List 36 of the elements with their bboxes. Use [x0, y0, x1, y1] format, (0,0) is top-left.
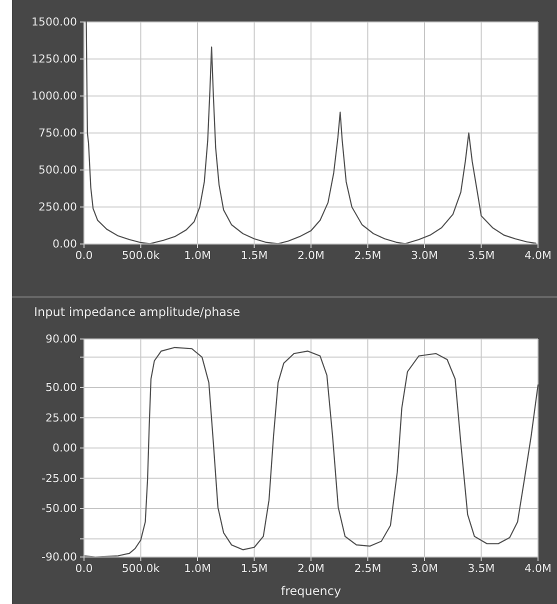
- y-tick-label: 25.00: [46, 411, 77, 424]
- y-tick-label: 500.00: [38, 164, 77, 177]
- y-tick-label: -90.00: [42, 550, 77, 564]
- y-tick-label: 1250.00: [32, 52, 77, 66]
- y-tick-label: 250.00: [38, 200, 77, 214]
- y-tick-label: 90.00: [46, 332, 77, 346]
- x-tick-label: 3.5M: [468, 248, 495, 262]
- y-tick-label: -50.00: [42, 502, 77, 516]
- x-tick-label: 0.0: [75, 562, 93, 575]
- y-tick-label: 0.00: [52, 238, 77, 251]
- y-tick-label: 750.00: [38, 126, 77, 140]
- x-tick-label: 2.0M: [298, 248, 324, 262]
- y-tick-label: 1000.00: [32, 90, 77, 103]
- x-tick-label: 1.0M: [184, 562, 211, 575]
- x-tick-label: 500.0k: [122, 562, 160, 575]
- y-tick-label: 50.00: [46, 380, 77, 394]
- line-series: [83, 346, 539, 558]
- x-axis-title: frequency: [280, 584, 342, 598]
- y-tick-label: -25.00: [42, 472, 77, 485]
- x-tick-label: 2.0M: [298, 562, 324, 575]
- x-tick-label: 2.5M: [354, 562, 382, 575]
- x-tick-label: 4.0M: [524, 562, 552, 575]
- x-tick-label: 2.5M: [354, 248, 382, 262]
- x-tick-label: 1.5M: [240, 562, 268, 575]
- y-tick-label: 1500.00: [32, 16, 77, 29]
- x-tick-label: 4.0M: [524, 248, 552, 262]
- x-tick-label: 3.0M: [411, 562, 438, 575]
- x-tick-label: 3.0M: [411, 248, 438, 262]
- x-tick-label: 1.5M: [240, 248, 268, 262]
- chart-title: Input impedance amplitude/phase: [34, 305, 240, 319]
- x-tick-label: 1.0M: [184, 248, 211, 262]
- y-tick-label: 0.00: [52, 442, 77, 455]
- x-tick-label: 500.0k: [122, 248, 160, 262]
- x-tick-label: 3.5M: [468, 562, 495, 575]
- x-tick-label: 0.0: [75, 248, 93, 262]
- line-series: [86, 21, 536, 244]
